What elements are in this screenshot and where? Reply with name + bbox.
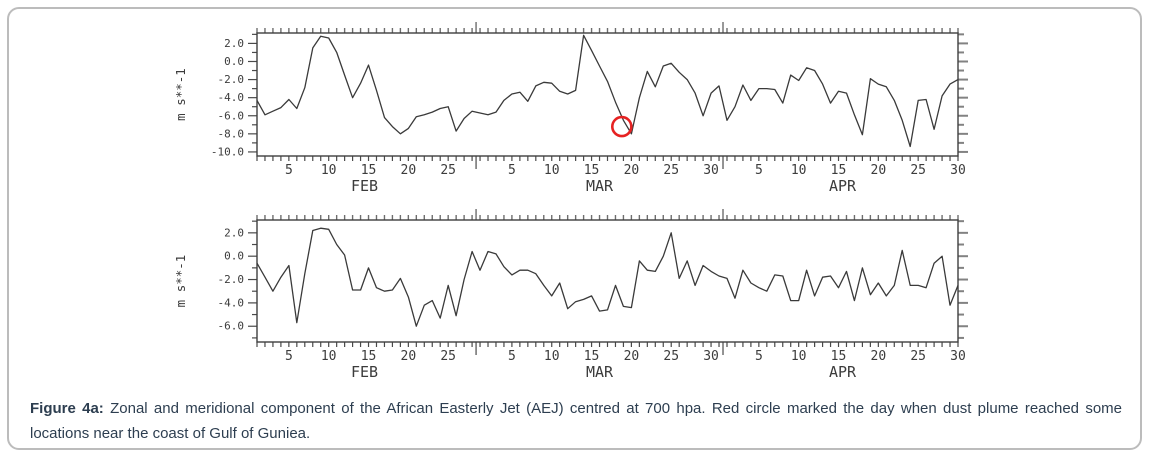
- x-tick-label: 5: [285, 349, 293, 364]
- x-tick-label: 25: [663, 163, 679, 178]
- x-tick-label: 15: [361, 349, 377, 364]
- x-tick-label: 10: [791, 163, 807, 178]
- series-line: [256, 227, 959, 327]
- aej-charts-svg: 2.0 0.0 -2.0 -4.0 -6.0 -8.0 -10.0 5 10 15 20 25 FEB 5…: [173, 22, 968, 381]
- y-tick-label: 2.0: [224, 37, 244, 50]
- x-tick-label: 20: [624, 163, 640, 178]
- x-tick-label: 25: [910, 349, 926, 364]
- x-tick-label: 5: [508, 163, 516, 178]
- month-label: MAR: [586, 363, 614, 381]
- month-label: MAR: [586, 177, 614, 195]
- y-tick-label: -6.0: [218, 109, 245, 122]
- x-tick-label: 30: [950, 349, 966, 364]
- y-tick-label: -4.0: [218, 91, 245, 104]
- y-tick-label: -6.0: [218, 320, 245, 333]
- x-tick-label: 25: [440, 349, 456, 364]
- figure-caption: Figure 4a: Zonal and meridional componen…: [30, 396, 1122, 446]
- plot-frame: [256, 219, 959, 343]
- y-axis-title: m s**-1: [173, 255, 188, 308]
- x-tick-label: 10: [791, 349, 807, 364]
- x-tick-label: 10: [544, 163, 560, 178]
- x-tick-label: 30: [950, 163, 966, 178]
- month-label: FEB: [351, 363, 378, 381]
- x-tick-label: 15: [584, 163, 600, 178]
- y-tick-label: 0.0: [224, 55, 244, 68]
- x-tick-label: 5: [755, 349, 763, 364]
- x-tick-label: 25: [440, 163, 456, 178]
- month-label: APR: [829, 363, 857, 381]
- y-tick-label: -2.0: [218, 273, 245, 286]
- caption-line-1: Figure 4a: Zonal and meridional componen…: [30, 396, 1122, 421]
- x-tick-label: 20: [871, 349, 887, 364]
- x-tick-label: 5: [755, 163, 763, 178]
- zonal-component-plot: 2.0 0.0 -2.0 -4.0 -6.0 -8.0 -10.0 5 10 15 20 25 FEB 5…: [173, 22, 968, 195]
- y-tick-label: 0.0: [224, 250, 244, 263]
- y-tick-label: -2.0: [218, 73, 245, 86]
- y-tick-label: 2.0: [224, 226, 244, 239]
- y-axis-title: m s**-1: [173, 68, 188, 121]
- x-tick-label: 20: [401, 349, 417, 364]
- x-tick-label: 30: [703, 349, 719, 364]
- x-tick-label: 15: [831, 349, 847, 364]
- meridional-component-plot: 2.0 0.0 -2.0 -4.0 -6.0 5 10 15 20 25 FEB 5 10 15 20 25 3…: [173, 209, 968, 381]
- x-tick-label: 5: [508, 349, 516, 364]
- x-tick-label: 5: [285, 163, 293, 178]
- x-tick-label: 10: [321, 349, 337, 364]
- x-tick-label: 15: [584, 349, 600, 364]
- y-tick-label: -10.0: [211, 145, 244, 158]
- month-label: APR: [829, 177, 857, 195]
- figure-number-label: Figure 4a:: [30, 400, 104, 417]
- x-tick-label: 15: [831, 163, 847, 178]
- x-tick-label: 10: [321, 163, 337, 178]
- caption-line1-text: Zonal and meridional component of the Af…: [103, 400, 1122, 417]
- y-tick-label: -8.0: [218, 127, 245, 140]
- x-tick-label: 10: [544, 349, 560, 364]
- x-tick-label: 20: [871, 163, 887, 178]
- x-tick-label: 20: [624, 349, 640, 364]
- x-tick-label: 15: [361, 163, 377, 178]
- caption-line-2: locations near the coast of Gulf of Guni…: [30, 425, 311, 442]
- x-tick-label: 25: [910, 163, 926, 178]
- plot-frame: [256, 32, 959, 157]
- red-circle-annotation: [610, 115, 633, 138]
- series-line: [256, 34, 959, 148]
- x-tick-label: 20: [401, 163, 417, 178]
- x-tick-label: 30: [703, 163, 719, 178]
- x-tick-label: 25: [663, 349, 679, 364]
- month-label: FEB: [351, 177, 378, 195]
- y-tick-label: -4.0: [218, 296, 245, 309]
